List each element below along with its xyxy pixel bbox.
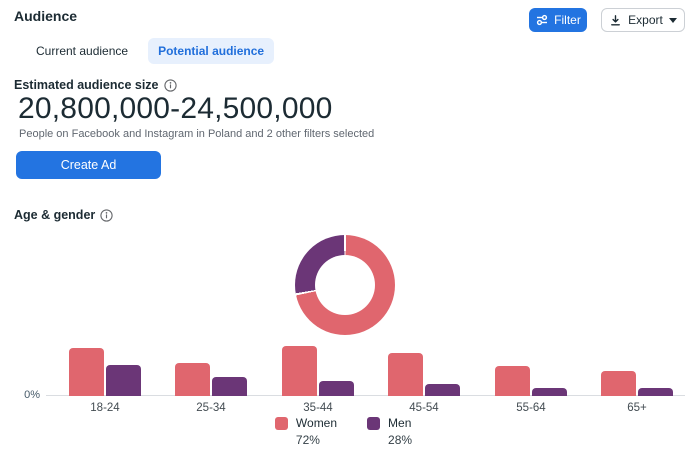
estimated-audience-size-text: Estimated audience size [14, 78, 159, 92]
legend-label-men: Men [388, 416, 412, 430]
women-color-swatch [274, 416, 288, 430]
x-axis-label-65+: 65+ [627, 402, 647, 414]
bar-women-25-34[interactable] [175, 363, 210, 396]
audience-size-description: People on Facebook and Instagram in Pola… [19, 128, 375, 140]
bar-men-45-54[interactable] [425, 384, 460, 396]
bar-women-18-24[interactable] [69, 348, 104, 396]
legend-label-women: Women [295, 416, 338, 430]
info-icon[interactable] [100, 208, 113, 222]
age-gender-label: Age & gender [14, 208, 113, 222]
bar-men-35-44[interactable] [319, 381, 354, 396]
bar-men-65+[interactable] [638, 388, 673, 396]
tab-current-audience[interactable]: Current audience [26, 38, 138, 64]
bar-men-18-24[interactable] [106, 365, 141, 396]
legend-item-women[interactable]: Women 72% [274, 416, 338, 447]
page-title: Audience [14, 8, 78, 24]
legend-percent-women: 72% [295, 433, 320, 447]
filter-sliders-icon [535, 13, 549, 27]
filter-button-label: Filter [554, 13, 581, 27]
bar-women-55-64[interactable] [495, 366, 530, 396]
audience-size-range: 20,800,000-24,500,000 [18, 92, 333, 125]
x-axis-labels: 18-24 25-34 35-44 45-54 55-64 65+ [0, 402, 687, 416]
x-axis-label-18-24: 18-24 [90, 402, 120, 414]
gender-donut-chart[interactable] [295, 235, 395, 335]
bar-women-45-54[interactable] [388, 353, 423, 396]
chart-legend: Women 72% Men 28% [0, 416, 687, 447]
export-button[interactable]: Export [601, 8, 685, 32]
men-color-swatch [367, 416, 381, 430]
x-axis-label-45-54: 45-54 [409, 402, 439, 414]
x-axis-label-35-44: 35-44 [303, 402, 333, 414]
create-ad-button[interactable]: Create Ad [16, 151, 161, 179]
x-axis-baseline [46, 395, 685, 396]
age-gender-text: Age & gender [14, 208, 96, 222]
filter-button[interactable]: Filter [529, 8, 587, 32]
bar-men-25-34[interactable] [212, 377, 247, 396]
tab-potential-audience[interactable]: Potential audience [148, 38, 275, 64]
bar-women-65+[interactable] [601, 371, 636, 396]
audience-tabs: Current audience Potential audience [26, 38, 275, 64]
x-axis-label-55-64: 55-64 [516, 402, 546, 414]
estimated-audience-size-label: Estimated audience size [14, 78, 177, 92]
legend-percent-men: 28% [388, 433, 413, 447]
age-gender-bar-chart [0, 340, 687, 396]
legend-item-men[interactable]: Men 28% [367, 416, 412, 447]
x-axis-label-25-34: 25-34 [196, 402, 226, 414]
chevron-down-icon [668, 17, 677, 23]
info-icon[interactable] [163, 78, 177, 92]
download-icon [609, 14, 622, 27]
bar-women-35-44[interactable] [282, 346, 317, 396]
bar-men-55-64[interactable] [532, 388, 567, 396]
y-axis-tick-0: 0% [24, 389, 40, 401]
export-button-label: Export [628, 13, 663, 27]
